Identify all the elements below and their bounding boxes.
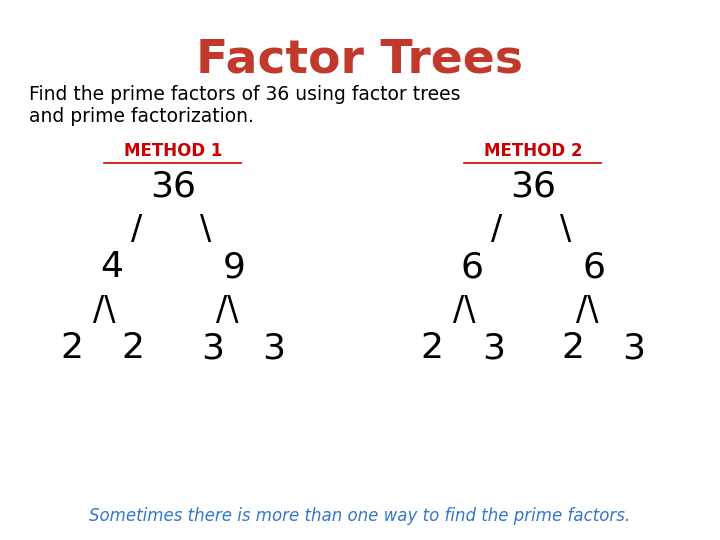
Text: METHOD 1: METHOD 1 [124,142,222,160]
Text: 9: 9 [222,251,246,284]
Text: 2: 2 [561,332,584,365]
Text: 2: 2 [60,332,84,365]
Text: Sometimes there is more than one way to find the prime factors.: Sometimes there is more than one way to … [89,507,631,525]
Text: \: \ [559,213,571,246]
Text: \: \ [199,213,211,246]
Text: 6: 6 [460,251,483,284]
Text: 4: 4 [100,251,123,284]
Text: 3: 3 [262,332,285,365]
Text: 36: 36 [150,170,196,203]
Text: 3: 3 [622,332,645,365]
Text: /\: /\ [93,294,116,327]
Text: 36: 36 [510,170,556,203]
Text: 3: 3 [482,332,505,365]
Text: and prime factorization.: and prime factorization. [29,106,253,126]
Text: METHOD 2: METHOD 2 [484,142,582,160]
Text: /: / [131,213,143,246]
Text: Find the prime factors of 36 using factor trees: Find the prime factors of 36 using facto… [29,85,460,104]
Text: /\: /\ [575,294,598,327]
Text: 6: 6 [582,251,606,284]
Text: /: / [491,213,503,246]
Text: Factor Trees: Factor Trees [197,38,523,83]
Text: 2: 2 [122,332,145,365]
Text: 2: 2 [420,332,444,365]
Text: /\: /\ [215,294,238,327]
Text: 3: 3 [201,332,224,365]
Text: /\: /\ [453,294,476,327]
